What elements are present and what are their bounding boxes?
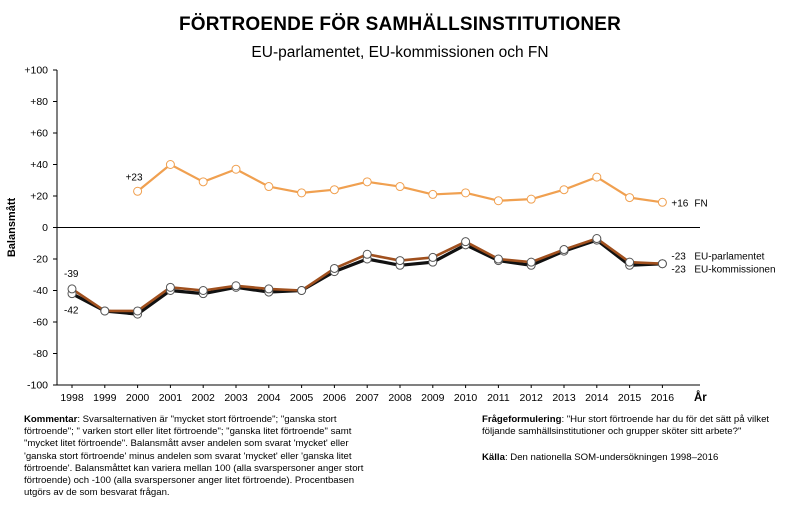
x-tick-label: 2004 xyxy=(257,392,281,404)
source-text: : Den nationella SOM-undersökningen 1998… xyxy=(504,452,719,463)
chart-subtitle: EU-parlamentet, EU-kommissionen och FN xyxy=(251,44,549,61)
y-tick-label: +100 xyxy=(24,65,48,77)
data-point-FN xyxy=(526,194,536,204)
comment-label: Kommentar xyxy=(24,414,78,425)
y-tick-label: -40 xyxy=(33,285,48,297)
data-point-EU-parlamentet xyxy=(362,249,372,259)
end-label-FN: +16 xyxy=(671,198,688,209)
data-point-FN xyxy=(625,193,635,203)
x-tick-label: 2012 xyxy=(520,392,544,404)
x-tick-label: 2002 xyxy=(192,392,216,404)
x-tick-label: 2006 xyxy=(323,392,347,404)
data-point-EU-parlamentet xyxy=(592,234,602,244)
x-tick-label: 2011 xyxy=(487,392,510,404)
data-point-EU-parlamentet xyxy=(461,237,471,247)
data-point-EU-parlamentet xyxy=(297,286,307,295)
data-point-EU-parlamentet xyxy=(67,284,77,294)
x-axis-label: År xyxy=(694,391,707,404)
data-point-EU-parlamentet xyxy=(493,254,503,264)
source-label: Källa xyxy=(482,452,505,463)
source-note: Källa: Den nationella SOM-undersökningen… xyxy=(482,452,782,464)
data-point-FN xyxy=(329,185,339,195)
x-tick-label: 1998 xyxy=(60,392,84,404)
data-point-EU-parlamentet xyxy=(395,256,405,266)
x-tick-label: 2014 xyxy=(585,392,609,404)
data-point-FN xyxy=(592,172,602,182)
legend-label-EU-kommissionen: EU-kommissionen xyxy=(694,265,775,276)
chart-title: FÖRTROENDE FÖR SAMHÄLLSINSTITUTIONER xyxy=(178,14,622,35)
start-label-EU-kommissionen: -42 xyxy=(64,306,79,317)
y-tick-label: +40 xyxy=(30,159,48,171)
y-axis-label: Balansmått xyxy=(6,198,18,258)
start-label-FN: +23 xyxy=(126,172,143,183)
data-point-FN xyxy=(133,186,143,196)
y-tick-label: -100 xyxy=(27,380,48,392)
data-point-FN xyxy=(428,189,438,199)
end-label-EU-kommissionen: -23 xyxy=(671,265,686,276)
data-point-EU-parlamentet xyxy=(625,257,635,267)
y-tick-label: +80 xyxy=(30,96,48,108)
y-tick-label: -60 xyxy=(33,317,48,329)
data-point-EU-parlamentet xyxy=(100,306,110,316)
x-tick-label: 2015 xyxy=(618,392,642,404)
question-text: : "Hur stort förtroende har du för det s… xyxy=(482,414,770,438)
legend-label-EU-parlamentet: EU-parlamentet xyxy=(694,252,764,263)
y-tick-label: -20 xyxy=(33,254,48,266)
start-label-EU-parlamentet: -39 xyxy=(64,269,79,280)
data-point-FN xyxy=(297,188,307,198)
data-point-FN xyxy=(493,196,503,206)
x-tick-label: 2003 xyxy=(224,392,248,404)
data-point-EU-parlamentet xyxy=(264,284,274,294)
data-point-EU-parlamentet xyxy=(559,245,569,255)
x-tick-label: 2007 xyxy=(356,392,380,404)
x-tick-label: 2009 xyxy=(421,392,445,404)
data-point-EU-parlamentet xyxy=(526,257,536,267)
data-point-EU-parlamentet xyxy=(231,281,241,291)
x-tick-label: 2008 xyxy=(388,392,412,404)
data-point-EU-parlamentet xyxy=(657,259,667,269)
data-point-FN xyxy=(165,160,175,169)
comment-text: : Svarsalternativen är "mycket stort för… xyxy=(24,414,364,499)
end-label-EU-parlamentet: -23 xyxy=(671,252,686,263)
y-tick-label: +20 xyxy=(30,191,48,203)
data-point-FN xyxy=(657,197,667,207)
data-point-EU-parlamentet xyxy=(133,306,143,316)
data-point-FN xyxy=(198,177,208,187)
y-tick-label: +60 xyxy=(30,128,48,140)
x-tick-label: 2000 xyxy=(126,392,150,404)
x-tick-label: 2016 xyxy=(651,392,675,404)
question-note: Frågeformulering: "Hur stort förtroende … xyxy=(482,414,782,438)
data-point-EU-parlamentet xyxy=(165,282,175,292)
y-tick-label: -80 xyxy=(33,348,48,360)
data-point-FN xyxy=(461,188,471,198)
data-point-EU-parlamentet xyxy=(198,286,208,295)
x-tick-label: 2013 xyxy=(552,392,576,404)
comment-note: Kommentar: Svarsalternativen är "mycket … xyxy=(24,414,364,499)
x-tick-label: 1999 xyxy=(93,392,117,404)
question-label: Frågeformulering xyxy=(482,414,562,425)
data-point-FN xyxy=(395,182,405,192)
data-point-FN xyxy=(264,182,274,192)
x-tick-label: 2001 xyxy=(159,392,183,404)
x-tick-label: 2005 xyxy=(290,392,314,404)
data-point-FN xyxy=(231,164,241,174)
x-tick-label: 2010 xyxy=(454,392,478,404)
y-tick-label: 0 xyxy=(42,222,48,234)
data-point-EU-parlamentet xyxy=(329,263,339,273)
legend-label-FN: FN xyxy=(694,198,707,209)
data-point-FN xyxy=(559,185,569,195)
data-point-EU-parlamentet xyxy=(428,252,438,262)
data-point-FN xyxy=(362,177,372,187)
